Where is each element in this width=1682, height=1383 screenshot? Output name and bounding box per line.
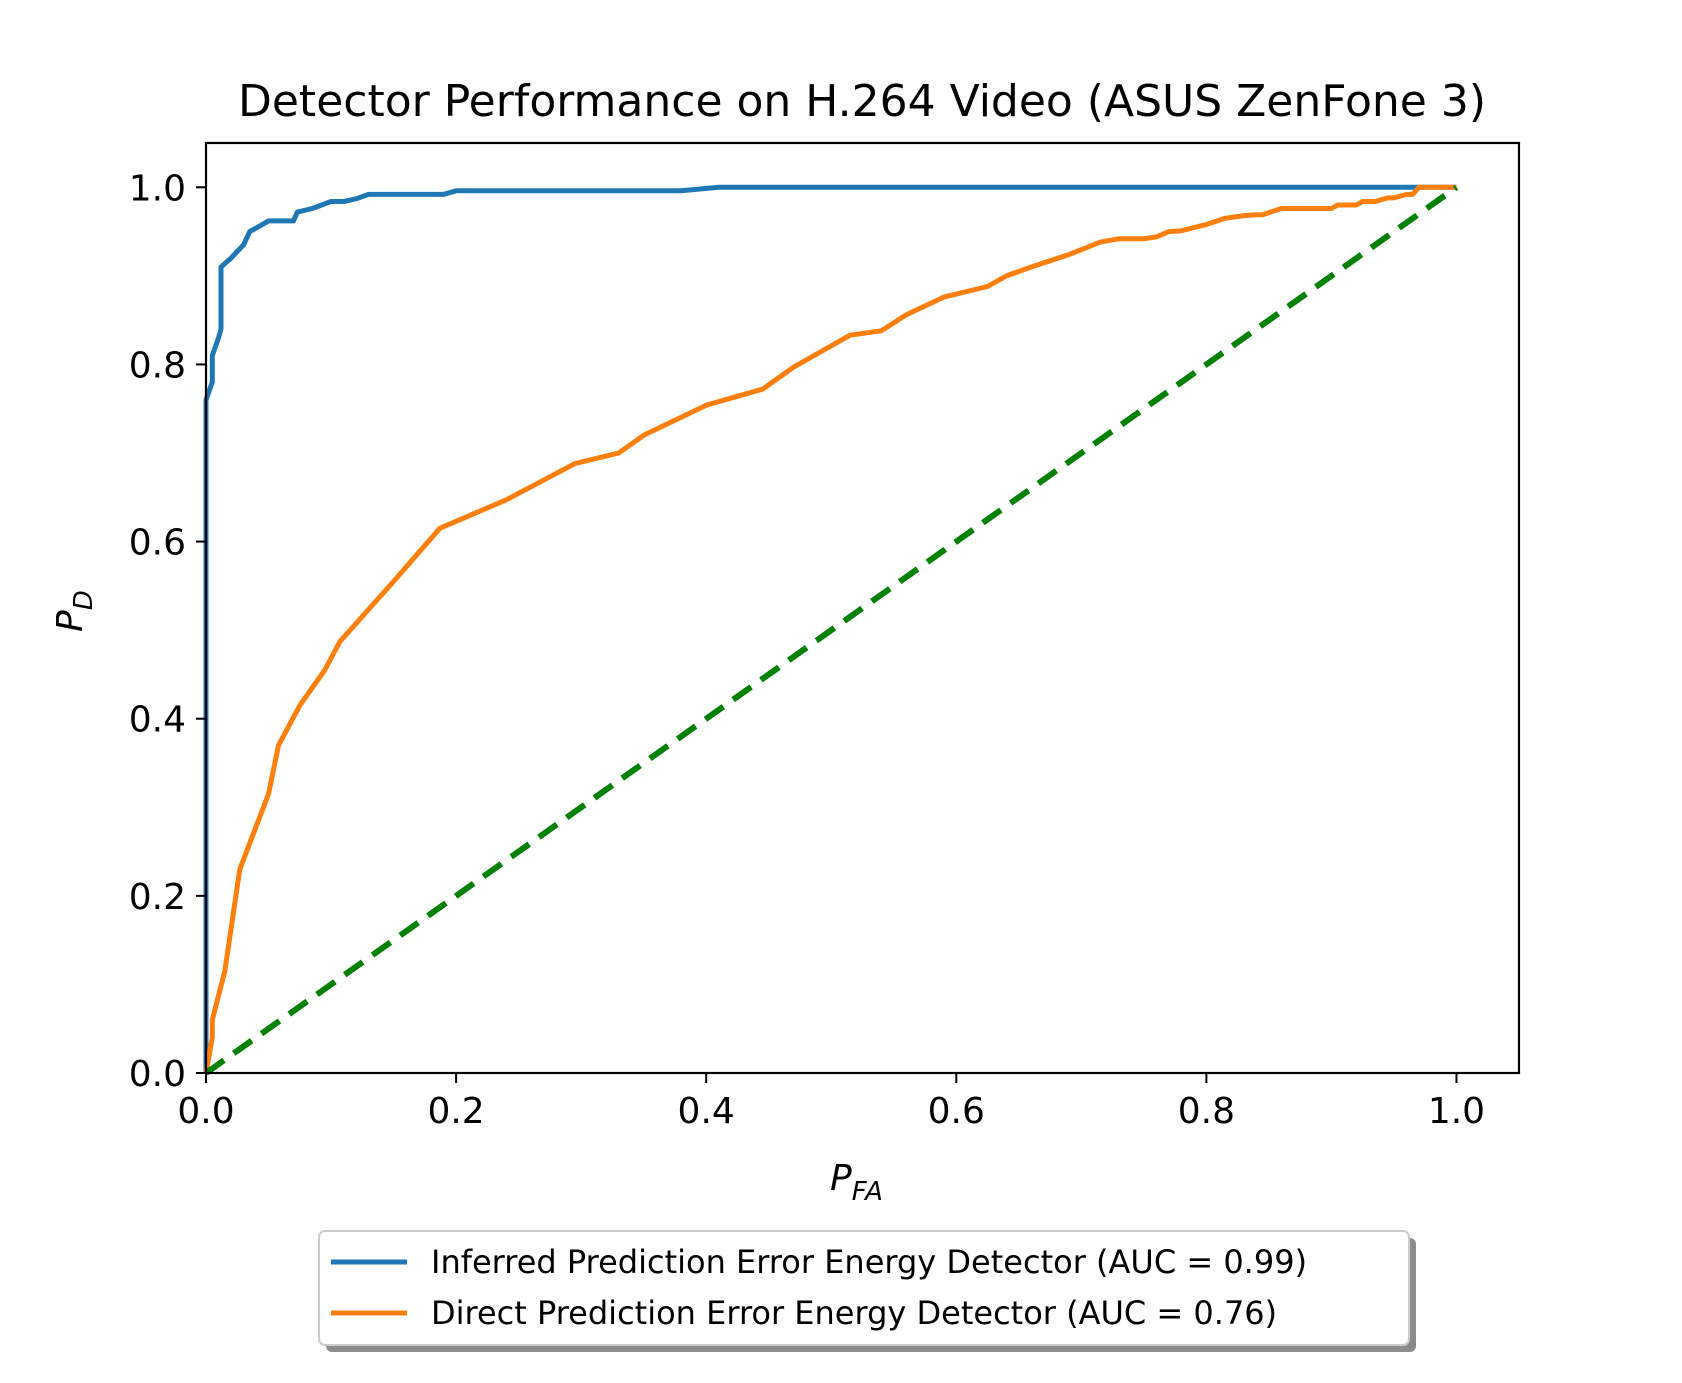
series-layer bbox=[203, 184, 1459, 1076]
x-axis-label: PFA bbox=[830, 1158, 883, 1207]
y-tick-label: 0.0 bbox=[129, 1054, 186, 1095]
series-line-direct bbox=[203, 184, 1457, 1074]
y-tick-label: 0.2 bbox=[129, 877, 186, 918]
x-axis-label-main: P bbox=[830, 1158, 852, 1199]
y-tick-label: 1.0 bbox=[129, 168, 186, 209]
y-tick-label: 0.4 bbox=[129, 700, 186, 741]
y-tick-label: 0.6 bbox=[129, 523, 186, 564]
legend: Inferred Prediction Error Energy Detecto… bbox=[318, 1230, 1416, 1352]
plot-frame bbox=[204, 141, 1521, 1075]
y-axis-label-main: P bbox=[50, 610, 91, 632]
y-axis-label-sub: D bbox=[69, 590, 99, 610]
series-line-inferred bbox=[203, 184, 1457, 1073]
x-axis-ticks: 0.0 0.2 0.4 0.6 0.8 1.0 bbox=[177, 1073, 1485, 1132]
x-tick-label: 0.2 bbox=[427, 1091, 484, 1132]
x-axis-label-sub: FA bbox=[852, 1177, 883, 1207]
y-tick-label: 0.8 bbox=[129, 345, 186, 386]
legend-box bbox=[318, 1230, 1410, 1346]
x-tick-label: 0.6 bbox=[928, 1091, 985, 1132]
y-axis-ticks: 0.0 0.2 0.4 0.6 0.8 1.0 bbox=[129, 168, 206, 1095]
legend-label-direct: Direct Prediction Error Energy Detector … bbox=[431, 1294, 1277, 1332]
x-tick-label: 0.4 bbox=[678, 1091, 735, 1132]
chart-title: Detector Performance on H.264 Video (ASU… bbox=[238, 76, 1486, 127]
x-tick-label: 0.0 bbox=[177, 1091, 234, 1132]
x-tick-label: 1.0 bbox=[1428, 1091, 1485, 1132]
y-axis-label: PD bbox=[50, 590, 99, 632]
series-line-chance bbox=[204, 184, 1459, 1076]
legend-label-inferred: Inferred Prediction Error Energy Detecto… bbox=[431, 1243, 1307, 1281]
x-tick-label: 0.8 bbox=[1178, 1091, 1235, 1132]
